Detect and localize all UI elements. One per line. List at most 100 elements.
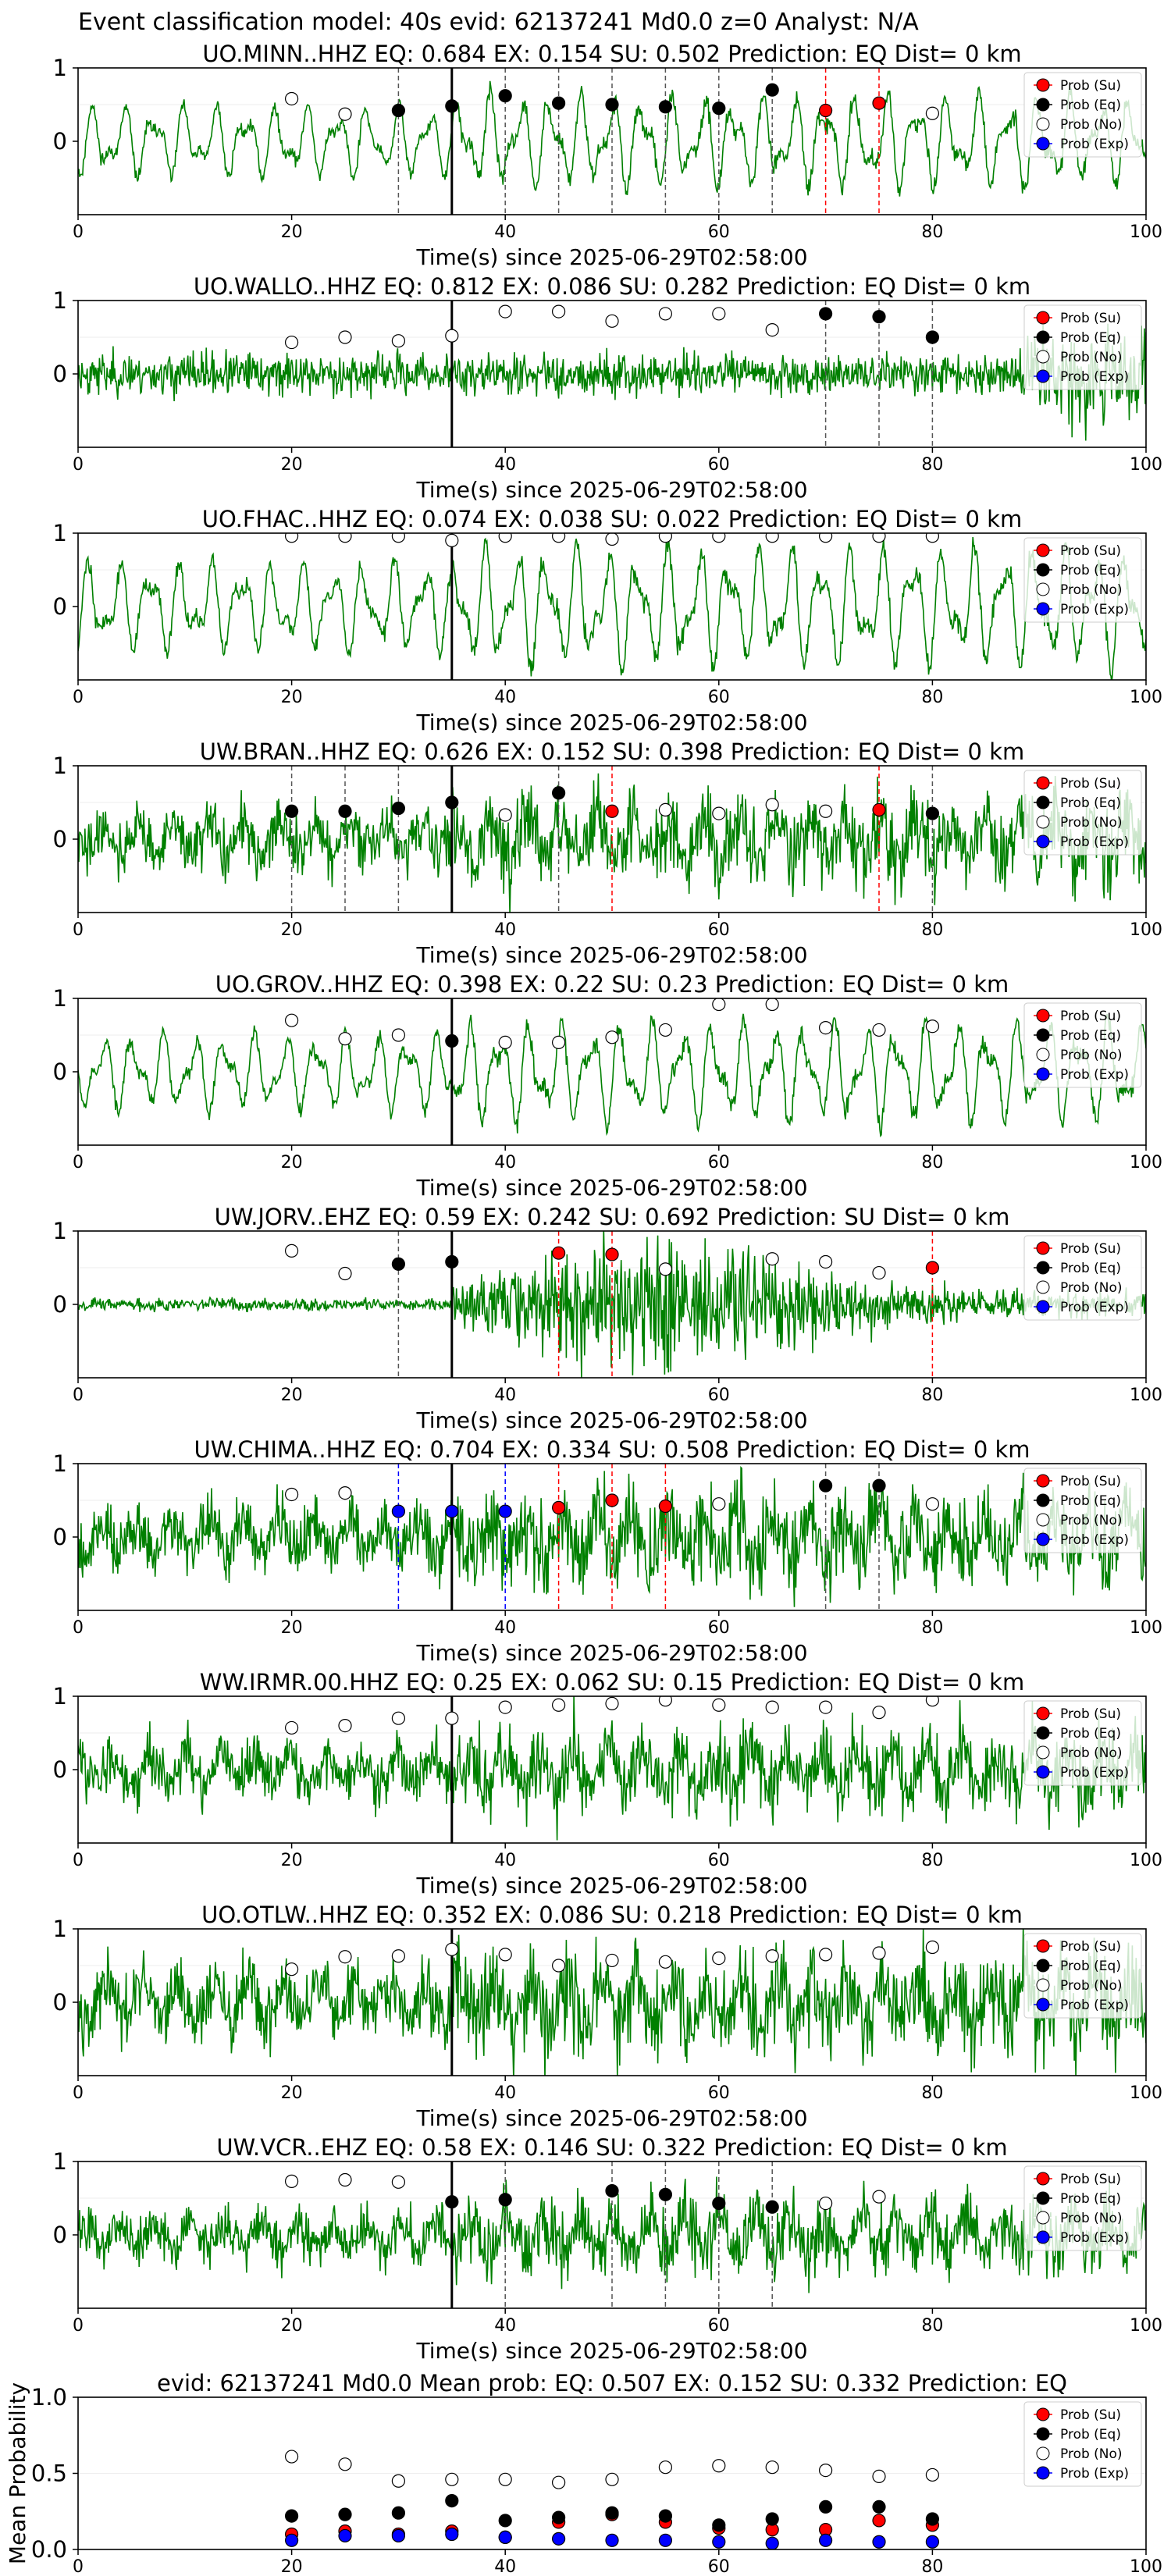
xtick-label-8-1: 20 — [281, 2083, 303, 2103]
mean-point-eq-0 — [285, 2509, 299, 2523]
mean-point-eq-4 — [498, 2514, 512, 2528]
point-2-11 — [872, 533, 886, 543]
mean-point-no-6 — [605, 2472, 619, 2486]
mean-point-eq-9 — [765, 2512, 779, 2526]
mean-point-no-8 — [712, 2459, 726, 2473]
point-7-2 — [391, 1711, 405, 1725]
ytick-label-0-0: 0 — [53, 128, 67, 155]
panel-xlabel-5: Time(s) since 2025-06-29T02:58:00 — [415, 1407, 807, 1433]
point-7-8 — [712, 1698, 726, 1712]
legend-label-no-1: Prob (No) — [1060, 350, 1123, 365]
point-6-0 — [285, 1487, 299, 1502]
mean-point-eq-8 — [712, 2518, 726, 2532]
legend-marker-exp-2 — [1036, 602, 1050, 616]
xtick-label-4-3: 60 — [708, 1153, 730, 1172]
mean-point-eq-2 — [391, 2506, 405, 2520]
point-5-5 — [605, 1247, 619, 1261]
point-7-7 — [658, 1696, 672, 1707]
ytick-label-6-0: 0 — [53, 1524, 67, 1550]
point-0-2 — [391, 103, 405, 118]
point-0-7 — [658, 100, 673, 114]
waveform-2 — [78, 535, 1146, 680]
mean-point-exp-6 — [605, 2533, 619, 2547]
legend-marker-su-3 — [1036, 776, 1050, 790]
panel-4: UO.GROV..HHZ EQ: 0.398 EX: 0.22 SU: 0.23… — [53, 971, 1162, 1201]
xtick-label-10-1: 20 — [281, 2557, 303, 2576]
xtick-label-0-5: 100 — [1130, 222, 1162, 242]
point-0-9 — [765, 83, 779, 97]
xtick-label-1-4: 80 — [921, 455, 943, 475]
legend-label-exp-0: Prob (Exp) — [1060, 137, 1129, 152]
legend-label-no-0: Prob (No) — [1060, 117, 1123, 133]
xtick-label-1-2: 40 — [494, 455, 516, 475]
point-1-5 — [551, 304, 566, 318]
point-4-7 — [658, 1023, 673, 1037]
plot-area-8 — [78, 1929, 1146, 2076]
legend-marker-su-5 — [1036, 1241, 1050, 1255]
point-5-6 — [658, 1262, 673, 1276]
point-1-12 — [925, 330, 940, 344]
point-5-7 — [765, 1252, 779, 1266]
point-9-2 — [391, 2175, 405, 2189]
panel-xlabel-1: Time(s) since 2025-06-29T02:58:00 — [415, 477, 807, 503]
point-6-8 — [712, 1497, 726, 1511]
mean-point-eq-1 — [338, 2507, 352, 2521]
mean-point-no-7 — [658, 2460, 673, 2475]
legend-label-exp-4: Prob (Exp) — [1060, 1067, 1129, 1083]
point-2-7 — [658, 533, 672, 543]
point-0-3 — [445, 99, 459, 113]
panels: UO.MINN..HHZ EQ: 0.684 EX: 0.154 SU: 0.5… — [5, 41, 1162, 2576]
xtick-label-7-3: 60 — [708, 1851, 730, 1870]
point-3-12 — [925, 806, 940, 820]
point-4-0 — [285, 1013, 299, 1027]
mean-point-no-11 — [872, 2469, 886, 2483]
xtick-label-2-3: 60 — [708, 688, 730, 707]
point-0-4 — [498, 89, 512, 103]
panel-xlabel-8: Time(s) since 2025-06-29T02:58:00 — [415, 2105, 807, 2131]
xtick-label-4-1: 20 — [281, 1153, 303, 1172]
legend-label-no-6: Prob (No) — [1060, 1513, 1123, 1528]
point-2-9 — [765, 533, 779, 543]
point-6-2 — [391, 1504, 405, 1518]
point-1-1 — [338, 330, 352, 344]
legend-label-su-6: Prob (Su) — [1060, 1474, 1121, 1489]
panel-title-0: UO.MINN..HHZ EQ: 0.684 EX: 0.154 SU: 0.5… — [202, 41, 1021, 67]
point-0-6 — [605, 98, 619, 112]
point-1-0 — [285, 335, 299, 350]
legend-label-eq-2: Prob (Eq) — [1060, 563, 1121, 578]
legend-box-2 — [1023, 537, 1142, 623]
legend-2: Prob (Su) Prob (Eq) Prob (No) Prob (Exp) — [1023, 537, 1142, 623]
panel-10: evid: 62137241 Md0.0 Mean prob: EQ: 0.50… — [5, 2370, 1162, 2576]
xtick-label-4-0: 0 — [73, 1153, 84, 1172]
ytick-label-9-0: 0 — [53, 2222, 67, 2248]
mean-point-no-10 — [818, 2464, 833, 2478]
xtick-label-8-3: 60 — [708, 2083, 730, 2103]
legend-box-4 — [1023, 1002, 1142, 1088]
point-6-6 — [605, 1493, 619, 1507]
legend-marker-su-2 — [1036, 543, 1050, 557]
legend-marker-exp-10 — [1036, 2466, 1050, 2480]
point-8-4 — [498, 1948, 512, 1962]
point-9-8 — [765, 2200, 779, 2214]
mean-point-eq-11 — [872, 2500, 886, 2514]
xtick-label-0-2: 40 — [494, 222, 516, 242]
legend-marker-eq-3 — [1036, 795, 1050, 809]
panel-title-4: UO.GROV..HHZ EQ: 0.398 EX: 0.22 SU: 0.23… — [215, 971, 1009, 998]
legend-marker-no-5 — [1036, 1280, 1050, 1294]
legend-label-eq-4: Prob (Eq) — [1060, 1028, 1121, 1044]
xtick-label-9-4: 80 — [921, 2316, 943, 2336]
mean-point-exp-7 — [658, 2533, 673, 2547]
point-2-12 — [925, 533, 939, 543]
ytick-label-7-0: 0 — [53, 1756, 67, 1783]
legend-marker-su-1 — [1036, 311, 1050, 325]
legend-marker-su-0 — [1036, 78, 1050, 92]
ytick-label-3-1: 1 — [53, 753, 67, 779]
point-7-10 — [818, 1700, 833, 1714]
legend-marker-su-8 — [1036, 1939, 1050, 1953]
point-7-5 — [551, 1698, 566, 1712]
legend-box-9 — [1023, 2165, 1142, 2251]
point-1-10 — [818, 307, 833, 321]
mean-point-eq-12 — [925, 2512, 940, 2526]
panel-xlabel-7: Time(s) since 2025-06-29T02:58:00 — [415, 1873, 807, 1898]
legend-label-su-3: Prob (Su) — [1060, 776, 1121, 792]
